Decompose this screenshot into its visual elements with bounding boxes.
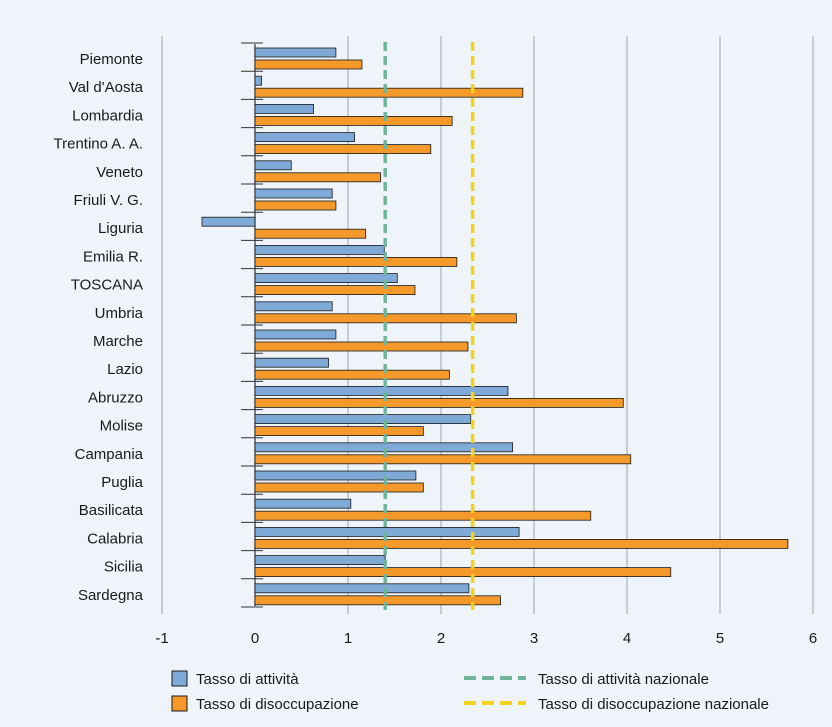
x-tick-label-2: 2 <box>437 630 445 647</box>
bar-tasso-di-disoccupazione-puglia <box>254 482 424 493</box>
legend: Tasso di attività Tasso di disoccupazione… <box>171 670 769 713</box>
category-label-molise: Molise <box>100 418 143 435</box>
bars <box>201 47 789 606</box>
category-label-marche: Marche <box>93 333 143 350</box>
bar-tasso-di-attivit-emilia-r <box>254 244 385 255</box>
category-label-veneto: Veneto <box>96 164 143 181</box>
bar-tasso-di-disoccupazione-campania <box>254 454 632 465</box>
bar-tasso-di-attivit-lazio <box>254 357 329 368</box>
category-labels: Piemonte Val d'Aosta Lombardia Trentino A. … <box>54 51 144 604</box>
bar-tasso-di-disoccupazione-abruzzo <box>254 397 624 408</box>
bar-tasso-di-attivit-liguria <box>201 216 256 227</box>
category-label-liguria: Liguria <box>98 220 144 237</box>
bar-tasso-di-disoccupazione-piemonte <box>254 59 363 70</box>
bar-tasso-di-attivit-marche <box>254 329 337 340</box>
bar-tasso-di-disoccupazione-val-d-aosta <box>254 87 524 98</box>
bar-tasso-di-disoccupazione-sicilia <box>254 567 672 577</box>
bar-tasso-di-attivit-veneto <box>254 160 292 171</box>
y-axis <box>241 42 263 608</box>
bar-tasso-di-attivit-puglia <box>254 470 417 481</box>
bar-tasso-di-disoccupazione-calabria <box>254 539 789 549</box>
legend-swatch-tasso-di-attivit <box>171 670 188 687</box>
category-label-toscana: TOSCANA <box>71 277 143 294</box>
bar-tasso-di-attivit-basilicata <box>254 498 352 509</box>
bar-tasso-di-attivit-abruzzo <box>254 385 509 396</box>
bar-tasso-di-disoccupazione-friuli-v-g <box>254 200 337 211</box>
bar-tasso-di-attivit-calabria <box>254 527 520 537</box>
x-tick-label-5: 5 <box>716 630 724 647</box>
category-label-umbria: Umbria <box>95 305 144 322</box>
bar-tasso-di-attivit-trentino-a-a <box>254 132 355 143</box>
category-label-piemonte: Piemonte <box>80 51 143 68</box>
category-label-abruzzo: Abruzzo <box>88 389 143 406</box>
category-label-emilia-r: Emilia R. <box>83 248 143 265</box>
category-label-sardegna: Sardegna <box>78 587 144 604</box>
bar-tasso-di-attivit-sicilia <box>254 555 386 565</box>
x-tick-labels: -1 0 1 2 3 4 5 6 <box>155 630 817 647</box>
reference-lines <box>383 42 475 610</box>
x-tick-label-4: 4 <box>623 630 631 647</box>
legend-label-tasso-di-disoccupazione: Tasso di disoccupazione <box>196 696 359 713</box>
bar-tasso-di-attivit-piemonte <box>254 47 337 58</box>
bar-tasso-di-attivit-friuli-v-g <box>254 188 333 199</box>
bar-tasso-di-disoccupazione-emilia-r <box>254 256 458 267</box>
bar-tasso-di-disoccupazione-veneto <box>254 172 381 183</box>
legend-swatch-tasso-di-disoccupazione <box>171 695 188 712</box>
bar-tasso-di-disoccupazione-lazio <box>254 369 450 380</box>
bar-tasso-di-attivit-lombardia <box>254 104 314 114</box>
bar-tasso-di-disoccupazione-liguria <box>254 228 367 239</box>
bar-tasso-di-disoccupazione-sardegna <box>254 595 501 606</box>
category-label-val-d-aosta: Val d'Aosta <box>69 79 144 96</box>
bar-tasso-di-attivit-sardegna <box>254 583 470 594</box>
bar-tasso-di-attivit-molise <box>254 414 472 425</box>
category-label-lombardia: Lombardia <box>72 107 144 124</box>
category-label-lazio: Lazio <box>107 361 143 378</box>
legend-label-tasso-di-attivit: Tasso di attività <box>196 671 299 688</box>
bar-tasso-di-attivit-toscana <box>254 273 398 284</box>
bar-tasso-di-attivit-umbria <box>254 301 333 312</box>
x-tick-label-1: 1 <box>344 630 352 647</box>
category-label-puglia: Puglia <box>101 474 143 491</box>
legend-label-tasso-di-attivit-nazionale: Tasso di attività nazionale <box>538 671 709 688</box>
category-label-calabria: Calabria <box>87 530 144 547</box>
category-label-trentino-a-a: Trentino A. A. <box>54 136 144 153</box>
bar-tasso-di-attivit-val-d-aosta <box>254 75 262 86</box>
bar-tasso-di-disoccupazione-lombardia <box>254 116 453 126</box>
category-label-campania: Campania <box>75 446 144 463</box>
bar-tasso-di-disoccupazione-marche <box>254 341 469 352</box>
x-tick-label-3: 3 <box>530 630 538 647</box>
category-label-basilicata: Basilicata <box>79 502 144 519</box>
bar-tasso-di-disoccupazione-trentino-a-a <box>254 144 432 155</box>
category-label-friuli-v-g: Friuli V. G. <box>74 192 143 209</box>
x-tick-label-0: 0 <box>251 630 259 647</box>
legend-label-tasso-di-disoccupazione-nazionale: Tasso di disoccupazione nazionale <box>538 696 769 713</box>
bar-tasso-di-disoccupazione-molise <box>254 426 424 437</box>
bar-tasso-di-disoccupazione-toscana <box>254 285 416 296</box>
x-tick-label-1: -1 <box>155 630 168 647</box>
x-tick-label-6: 6 <box>809 630 817 647</box>
bar-tasso-di-disoccupazione-basilicata <box>254 510 592 521</box>
category-label-sicilia: Sicilia <box>104 559 144 576</box>
